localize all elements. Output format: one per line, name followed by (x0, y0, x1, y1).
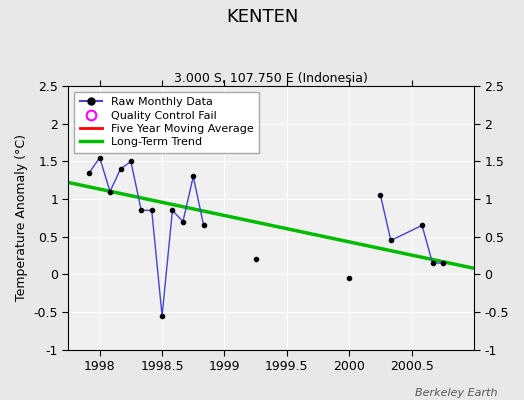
Legend: Raw Monthly Data, Quality Control Fail, Five Year Moving Average, Long-Term Tren: Raw Monthly Data, Quality Control Fail, … (74, 92, 259, 153)
Title: 3.000 S, 107.750 E (Indonesia): 3.000 S, 107.750 E (Indonesia) (174, 72, 368, 85)
Y-axis label: Temperature Anomaly (°C): Temperature Anomaly (°C) (15, 134, 28, 301)
Text: Berkeley Earth: Berkeley Earth (416, 388, 498, 398)
Text: KENTEN: KENTEN (226, 8, 298, 26)
